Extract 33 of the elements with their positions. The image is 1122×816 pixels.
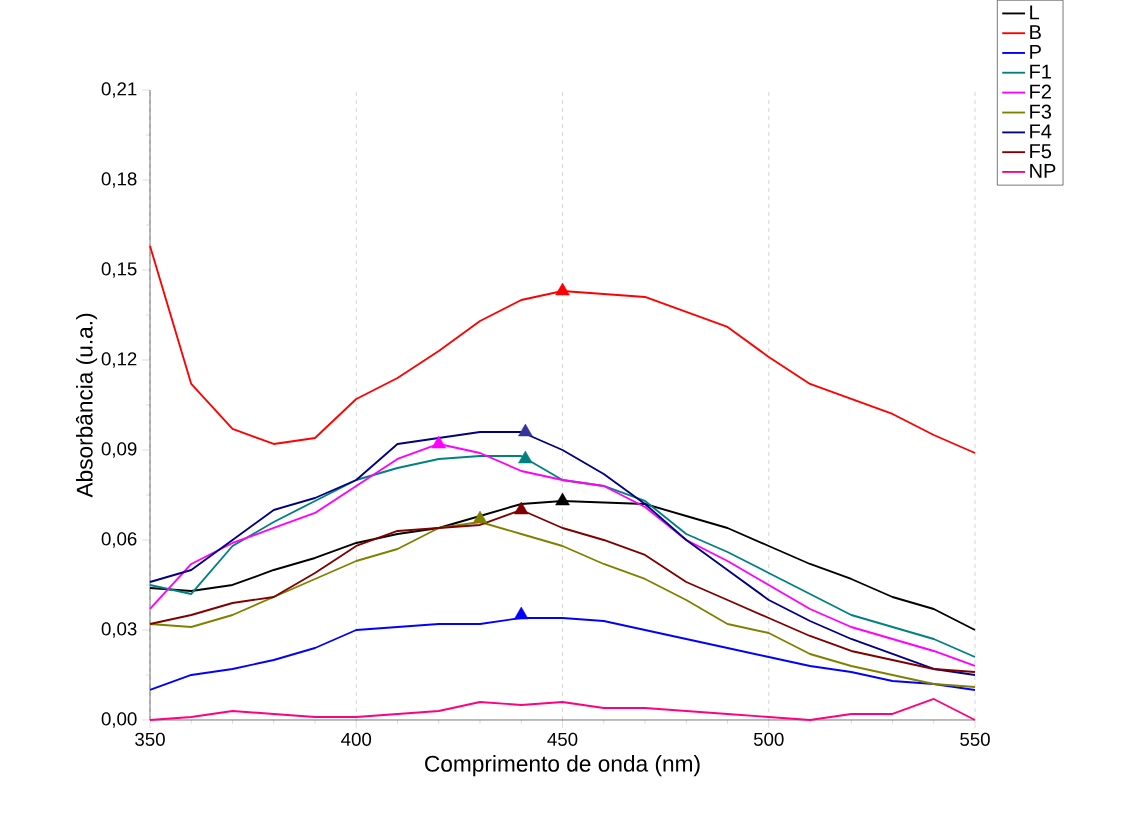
x-axis-title: Comprimento de onda (nm) xyxy=(425,755,700,777)
legend-label: F2 xyxy=(1030,84,1051,99)
y-tick-label: 0,09 xyxy=(101,442,137,458)
legend-label: L xyxy=(1030,5,1040,20)
legend-label: P xyxy=(1030,45,1041,59)
point xyxy=(555,282,570,296)
x-tick-label: 550 xyxy=(960,732,990,746)
x-tick-label: 450 xyxy=(547,732,578,746)
x-tick-label: 400 xyxy=(341,732,372,746)
y-tick-label: 0,00 xyxy=(101,712,137,728)
x-tick-label: 500 xyxy=(753,732,784,746)
legend-label: NP xyxy=(1030,164,1056,178)
legend-label: F1 xyxy=(1030,64,1051,79)
x-tick-label: 350 xyxy=(135,732,165,746)
point xyxy=(514,501,529,515)
point xyxy=(518,423,533,437)
point xyxy=(514,606,529,620)
y-tick-label: 0,15 xyxy=(101,262,137,278)
point xyxy=(555,492,570,506)
legend-label: F3 xyxy=(1030,104,1052,119)
y-tick-label: 0,18 xyxy=(101,172,137,188)
legend-label: F5 xyxy=(1030,144,1052,159)
legend-label: B xyxy=(1030,25,1041,40)
y-tick-label: 0,03 xyxy=(101,622,137,638)
y-tick-label: 0,21 xyxy=(101,82,137,98)
legend-label: F4 xyxy=(1030,124,1052,139)
point xyxy=(472,510,488,524)
y-axis-title: Absorbância (u.a.) xyxy=(75,313,98,498)
y-tick-label: 0,12 xyxy=(101,352,137,368)
point xyxy=(431,435,446,449)
line-series xyxy=(149,245,976,454)
y-tick-label: 0,06 xyxy=(101,532,137,548)
point xyxy=(518,450,533,464)
